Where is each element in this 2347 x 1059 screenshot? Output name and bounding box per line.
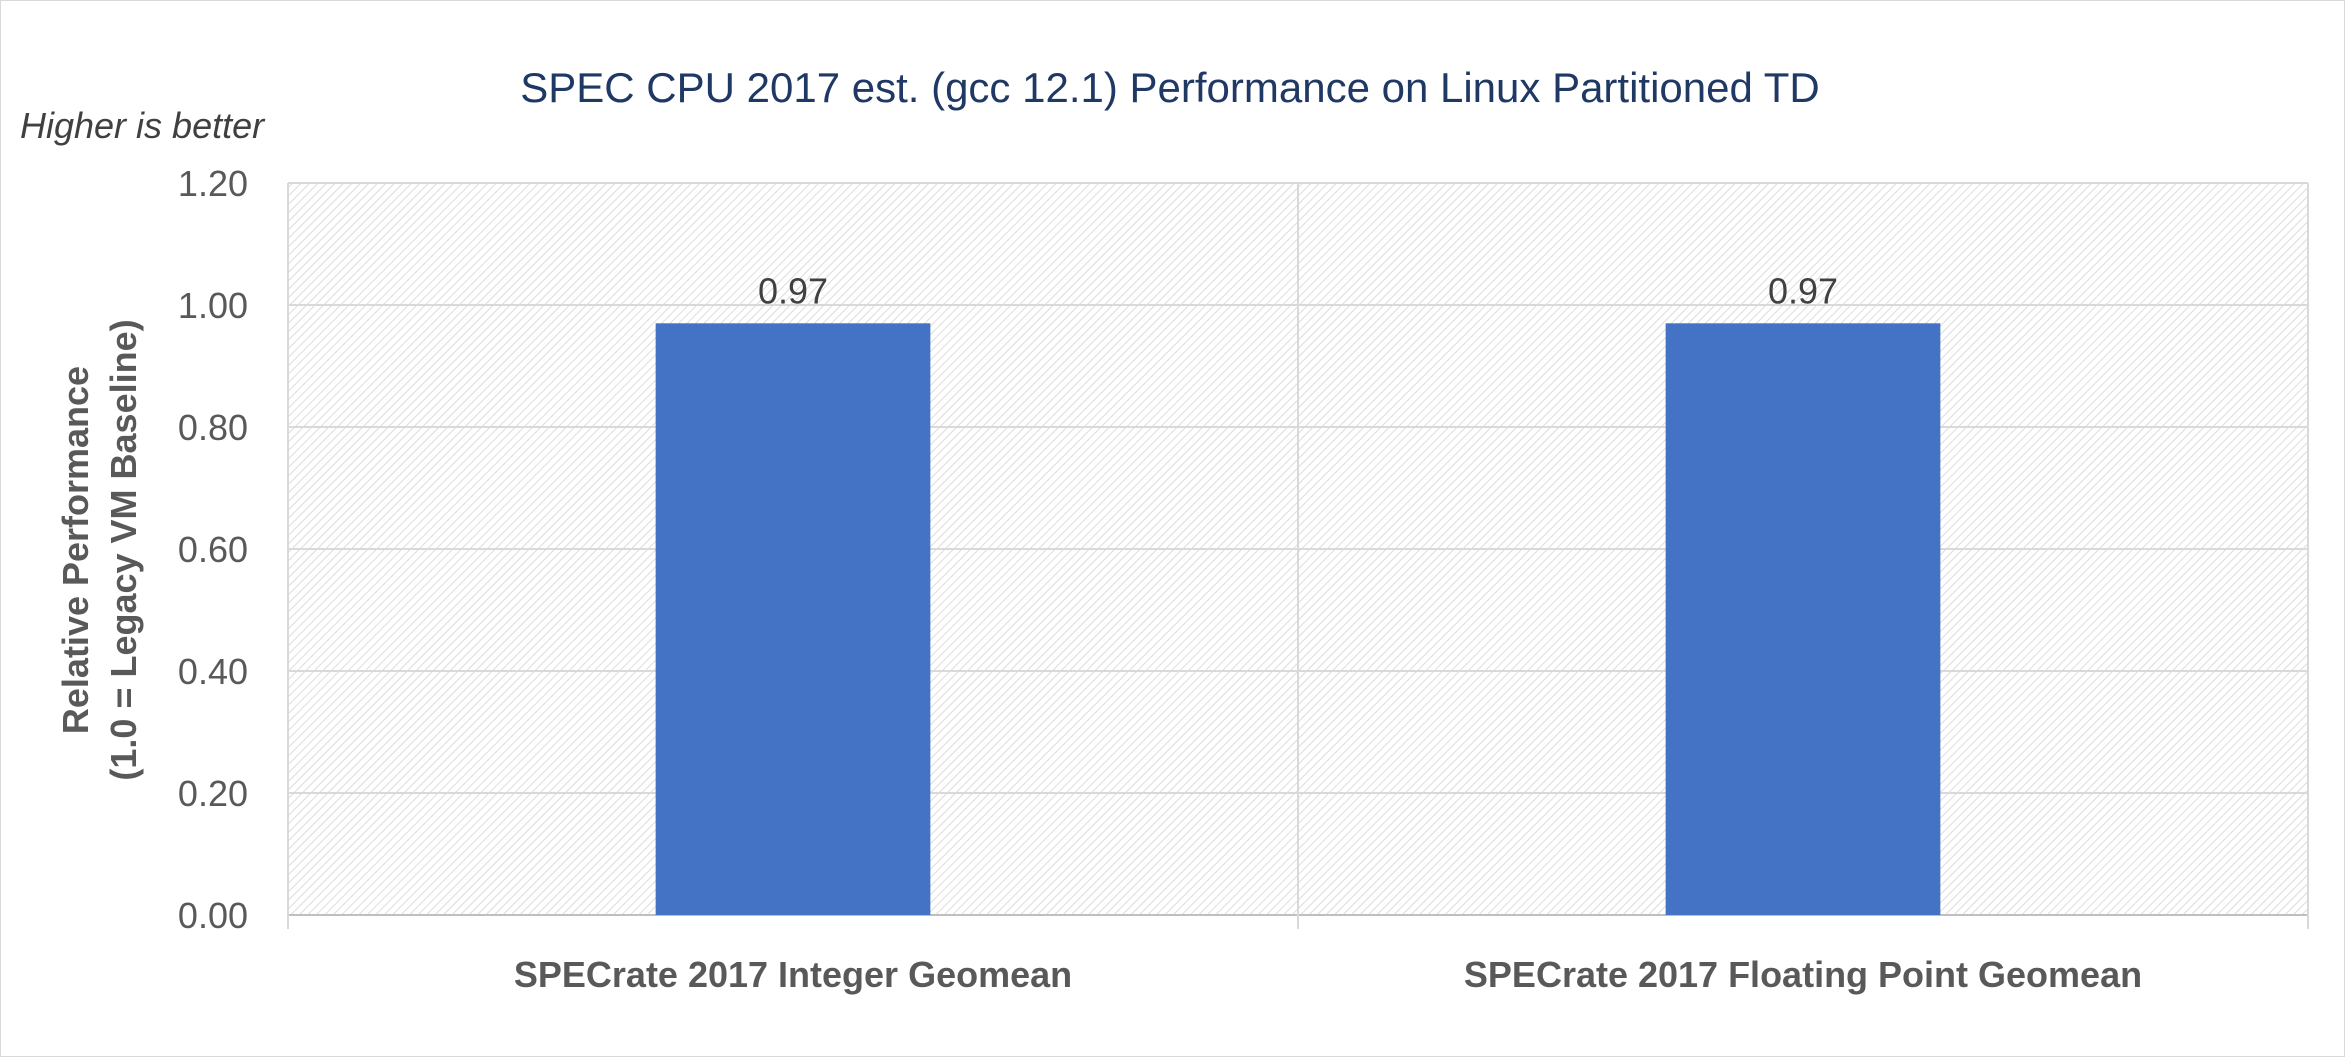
y-tick-label: 0.60 xyxy=(178,529,248,570)
data-label: 0.97 xyxy=(758,270,828,311)
y-tick-label: 0.00 xyxy=(178,895,248,936)
bar xyxy=(1665,323,1941,915)
x-axis-ticks: SPECrate 2017 Integer Geomean SPECrate 20… xyxy=(514,954,2142,995)
y-tick-label: 0.80 xyxy=(178,407,248,448)
y-axis-label-line1: Relative Performance xyxy=(55,366,96,734)
data-label: 0.97 xyxy=(1768,270,1838,311)
y-axis-label-line2: (1.0 = Legacy VM Baseline) xyxy=(103,319,144,780)
y-tick-label: 0.20 xyxy=(178,773,248,814)
bars xyxy=(655,323,1941,915)
higher-is-better-note: Higher is better xyxy=(20,105,266,146)
y-axis-ticks: 0.00 0.20 0.40 0.60 0.80 1.00 1.20 xyxy=(178,163,248,936)
y-tick-label: 0.40 xyxy=(178,651,248,692)
gridlines xyxy=(287,182,2309,929)
x-tick-label: SPECrate 2017 Integer Geomean xyxy=(514,954,1072,995)
data-labels: 0.97 0.97 xyxy=(758,270,1838,311)
chart-title: SPEC CPU 2017 est. (gcc 12.1) Performanc… xyxy=(520,64,1820,111)
y-tick-label: 1.00 xyxy=(178,285,248,326)
y-tick-label: 1.20 xyxy=(178,163,248,204)
x-tick-label: SPECrate 2017 Floating Point Geomean xyxy=(1464,954,2142,995)
bar xyxy=(655,323,931,915)
